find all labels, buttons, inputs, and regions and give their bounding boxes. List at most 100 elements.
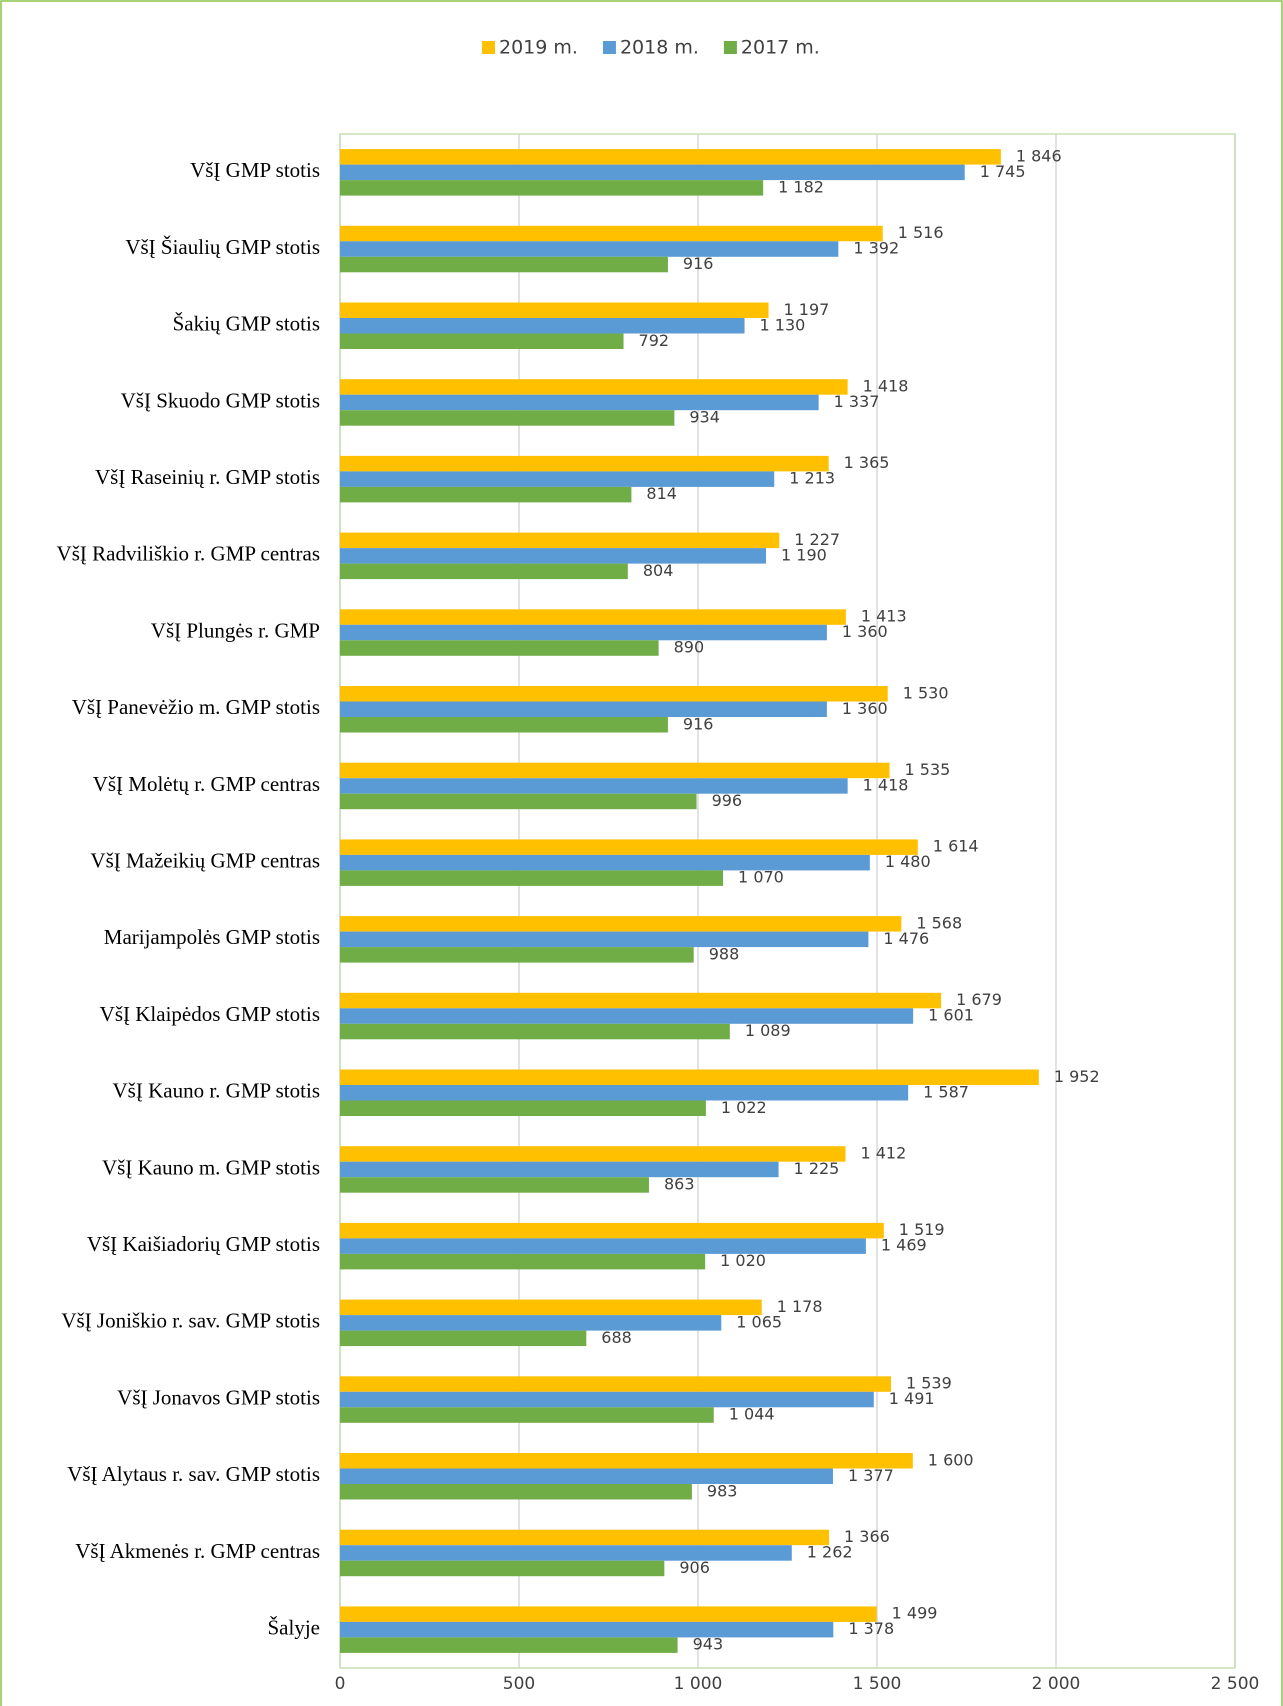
value-label: 983	[707, 1481, 738, 1500]
value-label: 1 587	[923, 1082, 969, 1101]
value-label: 1 679	[956, 990, 1002, 1009]
bar	[340, 532, 780, 549]
bar	[340, 1315, 722, 1331]
bar	[340, 256, 668, 273]
bar	[340, 1100, 706, 1116]
bar	[340, 701, 827, 717]
value-label: 1 476	[883, 929, 929, 948]
value-label: 1 190	[781, 545, 827, 564]
value-label: 1 469	[881, 1236, 927, 1255]
bar	[340, 609, 846, 625]
category-label: Šakių GMP stotis	[173, 312, 320, 336]
value-label: 890	[674, 638, 705, 657]
legend-label: 2019 m.	[499, 37, 578, 59]
value-label: 804	[643, 561, 674, 580]
x-tick-label: 0	[335, 1674, 346, 1694]
category-label: VšĮ GMP stotis	[190, 158, 320, 182]
value-label: 1 413	[861, 607, 907, 626]
category-label: VšĮ Šiaulių GMP stotis	[125, 235, 320, 259]
bar	[340, 548, 767, 564]
bar	[340, 870, 724, 886]
value-label: 1 378	[848, 1619, 894, 1638]
bar	[340, 471, 775, 487]
bar	[340, 302, 769, 318]
bar	[340, 1177, 649, 1193]
value-label: 1 262	[807, 1542, 853, 1561]
bar	[340, 916, 902, 932]
bar	[340, 455, 829, 472]
category-label: VšĮ Jonavos GMP stotis	[117, 1385, 320, 1409]
value-label: 906	[679, 1558, 710, 1577]
bar	[340, 1085, 909, 1101]
x-tick-label: 2 000	[1032, 1674, 1081, 1694]
bar	[340, 1161, 779, 1178]
category-label: VšĮ Mažeikių GMP centras	[90, 848, 320, 872]
bar	[340, 1299, 762, 1316]
bar	[340, 1545, 792, 1561]
value-label: 688	[601, 1328, 632, 1347]
value-label: 1 182	[778, 177, 824, 196]
value-label: 1 366	[844, 1527, 890, 1546]
x-tick-label: 2 500	[1211, 1674, 1260, 1694]
value-label: 943	[693, 1635, 724, 1654]
bar	[340, 379, 848, 395]
bar	[340, 1606, 877, 1622]
bar	[340, 854, 870, 871]
value-label: 1 519	[899, 1220, 945, 1239]
bar	[340, 762, 890, 779]
value-label: 1 480	[885, 852, 931, 871]
value-label: 1 360	[842, 699, 888, 718]
x-tick-label: 1 500	[853, 1674, 902, 1694]
legend-swatch	[723, 41, 737, 54]
value-label: 1 392	[853, 239, 899, 258]
bar	[340, 1069, 1039, 1085]
category-label: VšĮ Plungės r. GMP	[151, 618, 320, 642]
bar	[340, 1330, 587, 1347]
value-label: 1 614	[933, 837, 979, 856]
category-label: Šalyje	[268, 1615, 321, 1639]
bar	[340, 1023, 730, 1040]
bar	[340, 624, 827, 641]
value-label: 1 213	[789, 469, 835, 488]
value-label: 1 535	[905, 760, 951, 779]
value-label: 1 365	[844, 453, 890, 472]
value-label: 1 601	[928, 1006, 974, 1025]
value-label: 1 130	[760, 315, 806, 334]
value-label: 988	[709, 944, 740, 963]
legend-swatch	[482, 41, 495, 54]
value-label: 1 227	[794, 530, 840, 549]
value-label: 1 745	[980, 162, 1026, 181]
bar	[340, 1238, 866, 1254]
bar	[340, 931, 869, 948]
bar	[340, 318, 745, 334]
value-label: 1 568	[916, 913, 962, 932]
bar	[340, 1222, 884, 1239]
x-tick-label: 1 000	[674, 1674, 723, 1694]
bar	[340, 793, 697, 810]
value-label: 1 418	[863, 775, 909, 794]
value-label: 1 178	[777, 1297, 823, 1316]
category-label: VšĮ Joniškio r. sav. GMP stotis	[61, 1309, 320, 1333]
value-label: 1 539	[906, 1374, 952, 1393]
bar	[340, 1407, 714, 1423]
value-label: 814	[646, 484, 677, 503]
plot-border	[339, 133, 1236, 1669]
bar	[340, 717, 668, 733]
value-label: 934	[689, 407, 720, 426]
bar	[340, 1560, 665, 1577]
value-label: 1 197	[784, 300, 830, 319]
bar	[340, 640, 659, 656]
bar	[340, 992, 942, 1009]
value-label: 1 065	[736, 1312, 782, 1331]
value-label: 916	[683, 714, 714, 733]
value-label: 792	[639, 331, 670, 350]
bar	[340, 839, 918, 855]
bar	[340, 410, 675, 426]
value-label: 1 491	[889, 1389, 935, 1408]
bar	[340, 1468, 833, 1484]
category-label: VšĮ Radviliškio r. GMP centras	[57, 542, 320, 566]
bar	[340, 947, 694, 963]
value-label: 1 499	[892, 1604, 938, 1623]
